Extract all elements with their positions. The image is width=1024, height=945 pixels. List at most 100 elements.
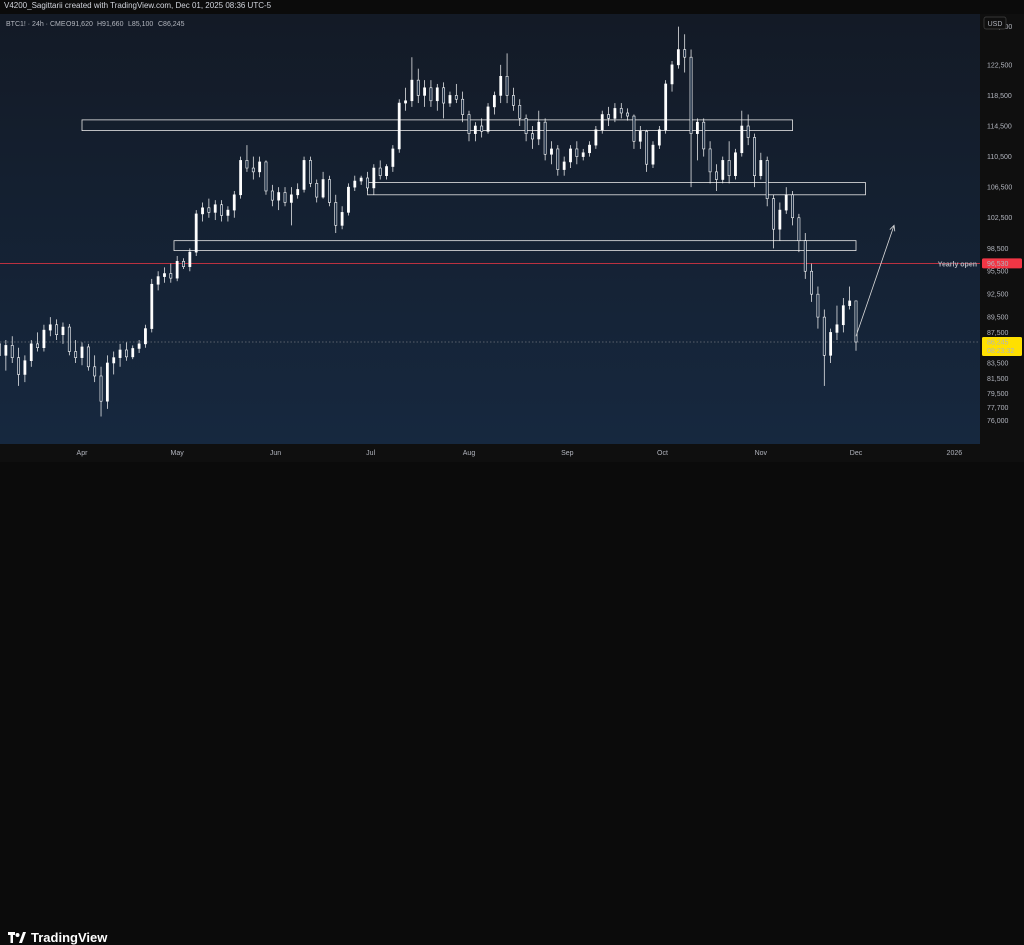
candle (708, 141, 712, 184)
tradingview-logo-text: TradingView (31, 930, 108, 945)
plot-area[interactable] (0, 14, 980, 444)
candle-body-down (93, 366, 97, 377)
yearly-open-badge: 96,530 (982, 258, 1022, 269)
candle-body-down (220, 204, 223, 216)
candle (645, 129, 649, 172)
candle (251, 156, 255, 180)
candle (841, 298, 845, 333)
last-price-badge-bg (982, 337, 1022, 356)
price-tick-label: 89,500 (987, 315, 1009, 322)
tradingview-logo[interactable]: TradingView (8, 930, 107, 945)
candle-body-up (734, 152, 737, 176)
candle-body-down (480, 125, 484, 132)
price-tick-label: 122,500 (987, 62, 1012, 69)
candle (435, 83, 439, 111)
candle-body-up (105, 362, 109, 402)
candle-body-down (607, 114, 610, 119)
candle (581, 148, 585, 161)
candle (588, 141, 591, 157)
candle (175, 255, 179, 282)
price-tick-label: 81,500 (987, 376, 1009, 383)
candle-body-down (454, 95, 458, 100)
currency-label[interactable]: USD (983, 16, 1007, 30)
candlestick-chart[interactable]: Yearly open 127,500122,500118,500114,500… (0, 0, 1024, 493)
candle (220, 200, 223, 222)
time-tick-label: Oct (657, 450, 668, 457)
candle (4, 340, 8, 371)
candle-body-up (112, 357, 116, 364)
candle (632, 114, 636, 149)
candle (270, 184, 274, 207)
time-tick-label: May (171, 450, 185, 457)
candle (10, 336, 14, 363)
candle-body-down (797, 217, 801, 241)
candle-body-up (778, 209, 782, 230)
candle (467, 110, 471, 142)
candle-body-down (328, 179, 331, 203)
chart-credit: V4200_Sagittarii created with TradingVie… (4, 1, 272, 10)
time-axis-panel[interactable] (0, 444, 980, 462)
top-bar: V4200_Sagittarii created with TradingVie… (0, 0, 1024, 14)
candle-body-up (194, 213, 198, 253)
candle-body-down (632, 115, 636, 142)
candle (778, 202, 782, 241)
candle-body-down (816, 293, 820, 318)
candle (0, 343, 1, 356)
candle-body-up (385, 166, 388, 176)
annotations-layer: Yearly open (855, 224, 977, 337)
candle-body-up (340, 212, 344, 226)
candle-body-down (702, 121, 706, 150)
candle (822, 309, 826, 386)
candle-body-up (676, 49, 680, 66)
candle (562, 156, 566, 176)
candle-body-down (556, 148, 560, 170)
candle (112, 351, 116, 375)
candle (835, 305, 839, 341)
candle-body-down (753, 137, 756, 176)
candle (61, 322, 65, 344)
candle (144, 324, 147, 348)
time-tick-label: Jul (366, 450, 375, 457)
candle (607, 106, 610, 126)
price-axis[interactable]: 127,500122,500118,500114,500110,500106,5… (982, 24, 1022, 425)
time-axis[interactable]: Apr May Jun Jul Aug Sep Oct Nov Dec 2026 (77, 450, 963, 457)
legend-close: C86,245 (158, 21, 185, 28)
candle-body-up (372, 167, 376, 189)
candle-body-up (651, 144, 655, 165)
last-price-badge-text: 86,245 (987, 340, 1009, 347)
candle-body-up (175, 261, 179, 279)
candle (543, 118, 547, 161)
candle (461, 91, 465, 123)
candle (848, 286, 852, 310)
candle (537, 110, 541, 146)
projection-arrow (855, 225, 895, 337)
price-axis-panel[interactable] (980, 14, 1024, 444)
candle-body-up (144, 328, 147, 345)
candle (404, 87, 407, 111)
candle (715, 164, 718, 191)
zone-0 (81, 119, 793, 131)
candle (315, 179, 319, 203)
candle-body-up (150, 283, 154, 329)
time-tick-label: 2026 (947, 450, 963, 457)
candle (702, 118, 706, 157)
ohlc-legend: BTC1! · 24h · CME O91,620 H91,660 L85,10… (6, 21, 185, 28)
candle-body-down (270, 190, 274, 201)
candle-body-down (524, 118, 528, 134)
candle-body-down (10, 345, 14, 358)
candle (695, 118, 699, 161)
legend-symbol: BTC1! · 24h · CME (6, 21, 66, 28)
candle-body-up (239, 160, 243, 196)
candle (569, 145, 572, 169)
candle-body-down (461, 98, 465, 115)
candle-body-up (397, 102, 401, 150)
candle-body-up (473, 125, 477, 134)
tradingview-logo-icon (8, 931, 26, 943)
candle-body-down (264, 161, 268, 192)
price-tick-label: 92,500 (987, 292, 1009, 299)
lines-layer (0, 262, 980, 343)
candle (480, 118, 484, 138)
candle-body-up (321, 179, 325, 198)
time-tick-label: Nov (755, 450, 768, 457)
candle (492, 91, 496, 115)
